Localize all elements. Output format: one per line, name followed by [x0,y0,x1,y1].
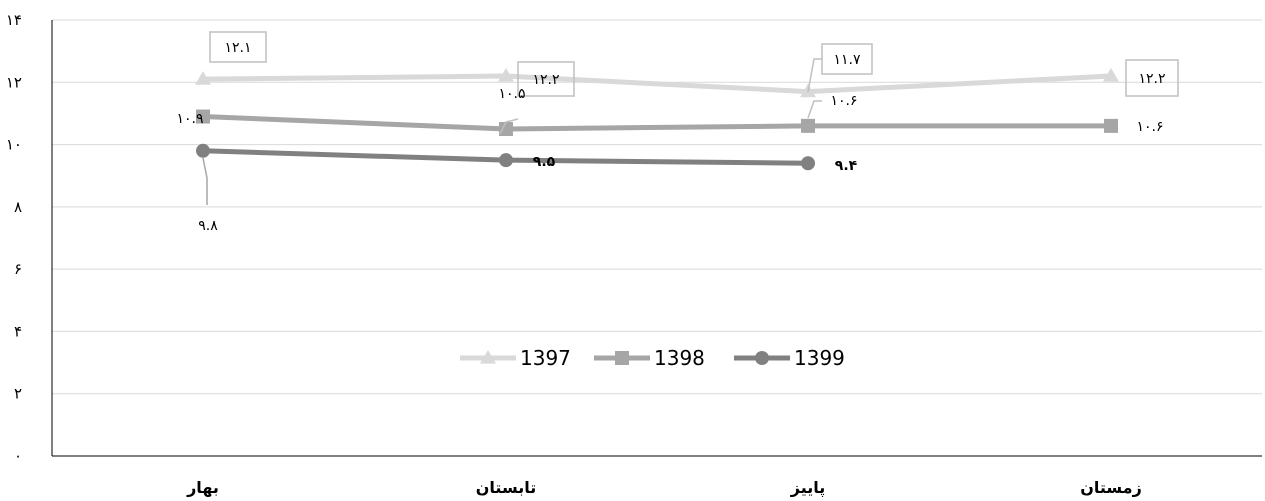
data-point-1398-2 [801,118,815,133]
data-label-box-1397-0 [209,31,267,63]
y-tick-label: ۱۲ [6,73,22,91]
data-point-legend-1398 [615,351,629,365]
legend-item-1397: 1397 [460,346,571,370]
y-tick-label: ۲ [14,385,22,403]
data-point-1399-0 [196,143,210,158]
leader-line-1398-1 [499,118,519,135]
y-tick-label: ۱۰ [6,136,22,154]
data-point-1398-0 [196,109,210,124]
x-tick-label: پاییز [790,478,826,498]
data-point-1399-2 [801,156,815,171]
legend-label-1397: 1397 [520,346,571,370]
y-tick-label: ۴ [14,322,22,340]
legend-item-1398: 1398 [594,346,705,370]
data-label-1397-2: ۱۱.۷ [833,52,860,68]
leader-line-1399-0 [202,157,208,205]
data-label-box-1397-3 [1125,59,1179,97]
x-tick-label: بهار [186,478,219,497]
leader-line-1398-2 [807,100,822,119]
data-label-1399-0: ۹.۸ [198,218,218,234]
x-tick-label: زمستان [1080,478,1142,497]
x-axis-ticks: بهار تابستان پاییز زمستان [186,478,1142,498]
data-labels: ۱۲.۱ ۱۲.۲ ۱۱.۷ ۱۲.۲ ۱۰.۹ ۱۰.۵ ۱۰.۶ ۱۰.۶ ۹.۸ ۹.۵ ۹.… [176,31,1179,234]
data-point-1398-1 [499,122,513,136]
series-group [195,68,1119,171]
data-label-1398-0: ۱۰.۹ [176,111,203,127]
leader-line-1397-2 [807,58,822,93]
data-point-1397-1 [498,68,514,82]
y-tick-label: ۸ [14,198,22,216]
data-label-1399-1: ۹.۵ [533,154,556,170]
data-point-legend-1399 [755,351,769,365]
x-tick-label: تابستان [476,478,537,497]
data-point-1398-3 [1104,118,1118,133]
y-axis-ticks: ۰ ۲ ۴ ۶ ۸ ۱۰ ۱۲ ۱۴ [6,11,22,465]
y-tick-label: ۶ [14,260,22,278]
legend: 1397 1398 1399 [460,346,845,370]
data-label-1397-1: ۱۲.۲ [532,72,559,88]
data-point-1397-0 [195,71,211,85]
series-line-1398 [202,114,1111,132]
data-label-1397-0: ۱۲.۱ [224,40,251,56]
data-label-box-1397-1 [517,61,575,97]
y-tick-label: ۰ [14,447,22,465]
y-tick-label: ۱۴ [6,11,22,29]
data-point-legend-1397 [480,350,496,364]
legend-label-1399: 1399 [794,346,845,370]
series-line-1397 [202,73,1112,95]
data-label-1397-3: ۱۲.۲ [1138,71,1165,87]
data-label-1398-3: ۱۰.۶ [1136,119,1163,135]
data-label-1398-1: ۱۰.۵ [498,86,525,102]
legend-item-1399: 1399 [734,346,845,370]
data-label-1398-2: ۱۰.۶ [830,93,857,109]
data-point-1399-1 [499,153,513,168]
data-point-1397-3 [1103,68,1119,82]
legend-label-1398: 1398 [654,346,705,370]
data-label-1399-2: ۹.۴ [835,158,858,174]
